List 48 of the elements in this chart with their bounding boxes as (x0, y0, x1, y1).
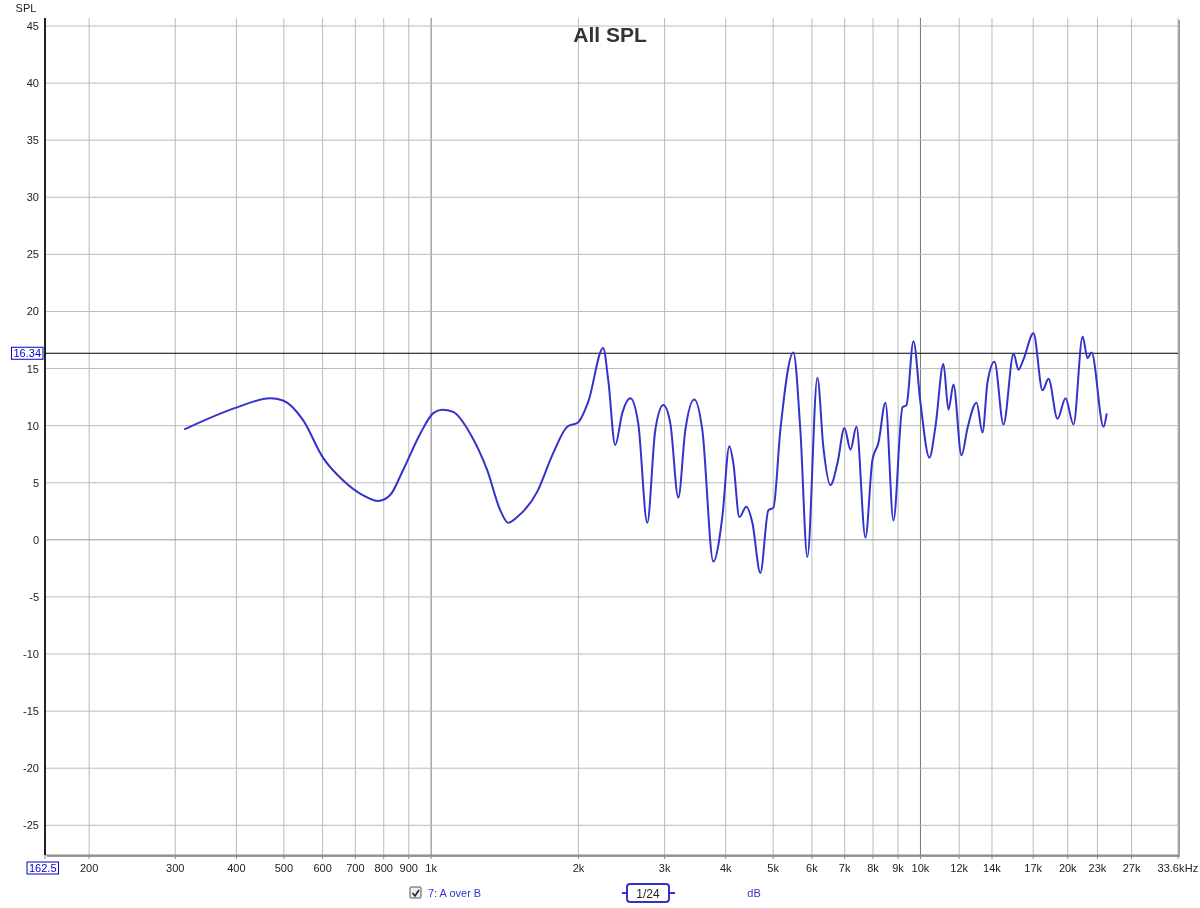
chart-title: All SPL (573, 23, 647, 46)
y-tick-label: -5 (29, 590, 39, 603)
y-tick-label: -20 (23, 762, 39, 775)
x-axis-title: Hz (1184, 862, 1199, 874)
y-tick-label: 45 (26, 19, 39, 32)
x-tick-label: 700 (346, 862, 365, 874)
x-tick-label: 400 (227, 862, 246, 874)
x-tick-label: 1k (425, 862, 438, 874)
ref-line-label: 16.34 (13, 347, 41, 360)
x-tick-label: 500 (274, 862, 294, 874)
x-tick-label: 20k (1058, 862, 1078, 874)
text: 7: A over B (428, 887, 482, 899)
x-tick-label: 23k (1088, 862, 1107, 874)
x-tick-label: 6k (806, 862, 819, 874)
y-tick-label: 5 (32, 476, 39, 489)
x-tick-label: 9k (892, 862, 905, 874)
x-tick-label: 800 (374, 862, 393, 874)
y-tick-label: 10 (26, 419, 39, 432)
y-tick-label: 0 (32, 533, 39, 546)
x-tick-label: 162.5 (29, 862, 57, 874)
y-tick-label: 30 (26, 191, 39, 204)
x-tick-label: 14k (983, 862, 1002, 874)
x-tick-label: 10k (911, 862, 930, 874)
x-tick-label: 600 (313, 862, 332, 874)
x-tick-label: 300 (166, 862, 185, 874)
y-tick-label: 40 (26, 77, 39, 90)
x-tick-label: 2k (572, 862, 585, 874)
x-tick-label: 5k (767, 862, 780, 874)
x-tick-label: 3k (658, 862, 671, 874)
x-tick-label: 8k (867, 862, 880, 874)
text: dB (747, 887, 761, 899)
y-axis-title: SPL (15, 2, 37, 14)
y-tick-label: 35 (26, 134, 39, 147)
text: 1/24 (636, 887, 660, 901)
y-tick-label: 20 (26, 305, 39, 318)
y-tick-label: -25 (23, 819, 39, 832)
x-tick-label: 17k (1024, 862, 1043, 874)
x-tick-label: 7k (838, 862, 851, 874)
y-tick-label: 15 (26, 362, 39, 375)
y-tick-label: -10 (23, 648, 39, 661)
x-tick-label: 200 (79, 862, 99, 874)
x-tick-label: 900 (399, 862, 418, 874)
x-tick-label: 12k (950, 862, 969, 874)
x-tick-label: 27k (1122, 862, 1141, 874)
y-tick-label: -15 (23, 705, 39, 718)
x-tick-label: 4k (719, 862, 733, 874)
x-tick-label: 33.6k (1157, 862, 1185, 874)
y-tick-label: 25 (26, 248, 39, 261)
